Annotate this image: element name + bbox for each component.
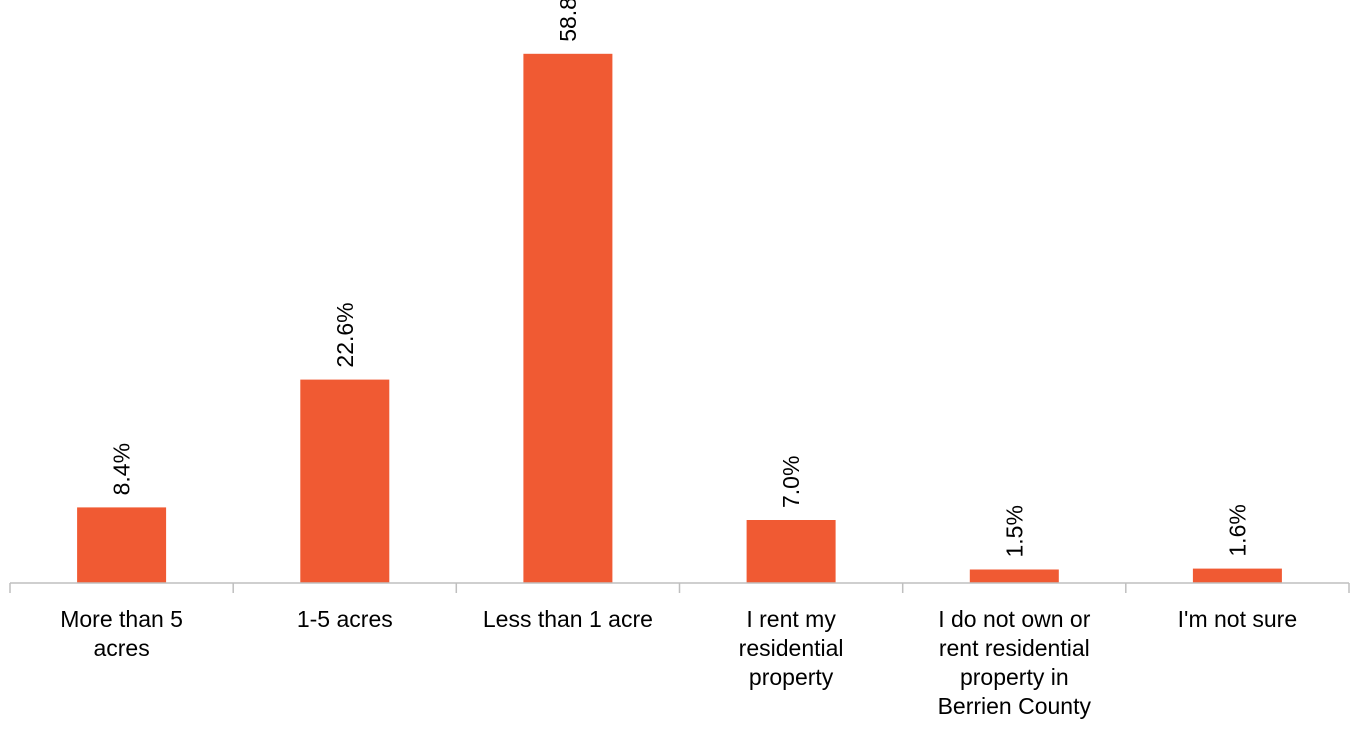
bar-0 xyxy=(77,507,167,583)
category-label-line: More than 5 xyxy=(60,606,183,632)
category-label-line: acres xyxy=(93,635,149,661)
data-label-1: 22.6% xyxy=(332,302,358,367)
category-label-line: I rent my xyxy=(746,606,836,632)
category-label-line: I do not own or xyxy=(938,606,1090,632)
category-labels-group: More than 5 acres 1-5 acres Less than 1 acr… xyxy=(60,606,1297,719)
category-label-0: More than 5 acres xyxy=(60,606,183,661)
category-label-line: residential xyxy=(739,635,844,661)
category-label-line: rent residential xyxy=(939,635,1090,661)
category-label-line: Less than 1 acre xyxy=(483,606,653,632)
category-label-line: Berrien County xyxy=(938,693,1092,719)
bars-group xyxy=(77,53,1282,584)
category-label-3: I rent my residential property xyxy=(739,606,844,690)
bar-5 xyxy=(1192,568,1282,583)
x-axis xyxy=(9,582,1350,593)
data-label-4: 1.5% xyxy=(1001,505,1027,557)
bar-2 xyxy=(523,53,613,584)
data-label-3: 7.0% xyxy=(778,456,804,508)
bar-4 xyxy=(969,569,1059,583)
category-label-line: property xyxy=(749,664,834,690)
category-label-1: 1-5 acres xyxy=(297,606,393,632)
category-label-line: property in xyxy=(960,664,1069,690)
bar-3 xyxy=(746,520,836,583)
data-label-0: 8.4% xyxy=(109,443,135,495)
data-label-2: 58.8% xyxy=(555,0,581,42)
category-label-5: I'm not sure xyxy=(1178,606,1297,632)
data-labels-group: 8.4% 22.6% 58.8% 7.0% 1.5% 1.6% xyxy=(109,0,1251,558)
bar-1 xyxy=(300,379,390,583)
category-label-line: 1-5 acres xyxy=(297,606,393,632)
category-label-line: I'm not sure xyxy=(1178,606,1297,632)
category-label-2: Less than 1 acre xyxy=(483,606,653,632)
data-label-5: 1.6% xyxy=(1224,504,1250,556)
category-label-4: I do not own or rent residential property … xyxy=(938,606,1092,719)
